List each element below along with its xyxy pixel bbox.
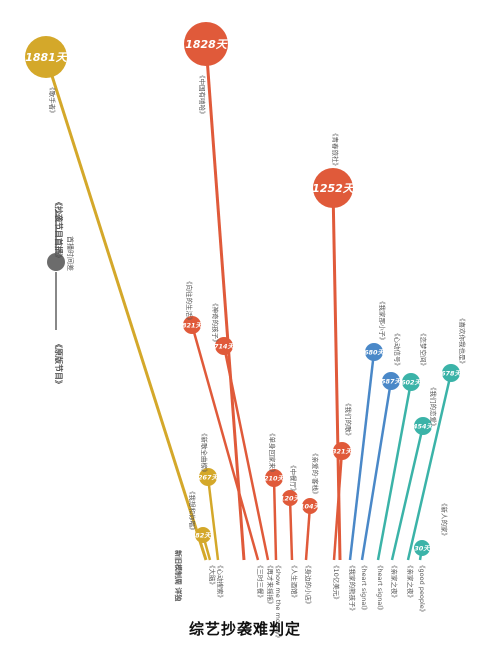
left-group-label: 新旧模制周 详独 <box>174 550 183 601</box>
value-circle <box>199 468 217 486</box>
value-label: 30天 <box>414 545 431 553</box>
bottom-label: 《亲家之夜》 <box>390 562 399 601</box>
bottom-label: 《10亿美元》 <box>332 562 341 603</box>
value-label: 1828天 <box>185 38 229 51</box>
top-label: 《神奇的孩子》 <box>211 300 220 346</box>
value-circle <box>265 469 283 487</box>
top-label: 《亲爱的·客栈》 <box>311 450 320 498</box>
top-label: 《喜欢你我也是》 <box>458 315 467 367</box>
bottom-label: 《人生酒馆》 <box>290 562 299 601</box>
value-circle <box>282 490 298 506</box>
bottom-label: 《身边的小店》 <box>304 562 313 608</box>
bottom-label: 《心动搜索》 <box>216 562 225 601</box>
top-label: 《新歌全曲榜》 <box>200 430 209 476</box>
series-line <box>360 380 393 561</box>
value-circle <box>414 417 432 435</box>
series-line <box>222 345 270 561</box>
series-line <box>190 324 260 561</box>
bottom-label: 《show me the money》 <box>274 562 282 641</box>
value-circle <box>365 343 383 361</box>
legend-bottom-label: 《原版节目》 <box>54 340 64 388</box>
bottom-label: 《大脑》 <box>208 562 217 588</box>
value-circle <box>302 498 318 514</box>
top-label: 《向往的生活》 <box>185 278 194 324</box>
series-line <box>44 56 208 561</box>
chart-title: 综艺抄袭难判定 <box>188 620 301 638</box>
bottom-label: 《heart signal》 <box>376 562 384 614</box>
value-label: 821天 <box>182 322 204 330</box>
value-label: 587天 <box>381 378 403 386</box>
legend-middle-label: 首播时间差 <box>66 236 75 271</box>
chart-lines <box>44 43 453 561</box>
value-label: 210天 <box>264 475 286 483</box>
legend-top-label: 《抄袭节目首播》 <box>54 198 64 262</box>
value-label: 267天 <box>198 474 220 482</box>
series-line <box>204 43 246 561</box>
series-line <box>332 450 344 561</box>
legend: 《抄袭节目首播》 首播时间差 《原版节目》 <box>47 198 75 388</box>
value-label: 1881天 <box>25 51 69 64</box>
value-label: 678天 <box>441 370 463 378</box>
value-label: 321天 <box>332 448 354 456</box>
series-line <box>376 381 413 561</box>
value-circle <box>195 527 211 543</box>
series-line <box>206 476 220 561</box>
value-circle <box>402 373 420 391</box>
top-label: 《心动信号》 <box>393 330 402 369</box>
series-line <box>288 497 294 561</box>
bottom-label: 《我家的熊孩子》 <box>348 562 357 614</box>
value-label: 602天 <box>401 379 423 387</box>
series-line <box>272 477 278 561</box>
bottom-label: 《再才来摇摇》 <box>266 562 275 608</box>
value-circle <box>215 337 233 355</box>
top-label: 《恋梦空间》 <box>419 330 428 369</box>
bottom-label: 《三时三餐》 <box>256 562 265 601</box>
series-line <box>304 505 312 561</box>
value-circle <box>333 442 351 460</box>
value-label: 454天 <box>413 423 435 431</box>
value-circle <box>184 22 228 66</box>
value-label: 714天 <box>214 343 236 351</box>
chart-circles: 1881天 1828天 1252天 821天 714天 321天 267天 210天 120天1… <box>25 22 463 556</box>
top-label: 《单身回家来》 <box>268 430 277 476</box>
series-line <box>390 425 425 561</box>
chart-labels: 《歌手者》 《中国有嘻哈》《青春旅社》《向往的生活》《三时三餐》 《神奇的孩子》《再… <box>48 72 467 641</box>
top-label: 《我们的恋爱》 <box>429 384 438 430</box>
value-circle <box>183 316 201 334</box>
bottom-label: 《亲家之夜》 <box>406 562 415 601</box>
value-circle <box>25 36 67 78</box>
top-label: 《我家那小子》 <box>378 298 387 344</box>
value-circle <box>382 372 400 390</box>
top-label: 《青春旅社》 <box>331 130 340 169</box>
value-circle <box>442 364 460 382</box>
series-line <box>406 372 453 561</box>
top-label: 《中餐厅》 <box>289 462 298 495</box>
value-label: 104天 <box>300 503 322 511</box>
value-circle <box>414 540 430 556</box>
bottom-label: 《good people》 <box>418 562 426 615</box>
value-label: 1252天 <box>312 182 356 195</box>
series-line <box>348 351 376 561</box>
value-label: 82天 <box>195 532 212 540</box>
top-label: 《中国有嘻哈》 <box>198 72 207 118</box>
top-label: 《新人的家》 <box>440 500 449 539</box>
value-label: 120天 <box>280 495 302 503</box>
legend-circle <box>47 253 65 271</box>
bottom-label: 《heart signal》 <box>360 562 368 614</box>
top-label: 《我们的歌》 <box>344 400 353 439</box>
value-label: 680天 <box>364 349 386 357</box>
top-label: 《歌手者》 <box>48 84 57 117</box>
value-circle <box>313 168 353 208</box>
top-label: 《我想和你唱》 <box>188 488 197 534</box>
